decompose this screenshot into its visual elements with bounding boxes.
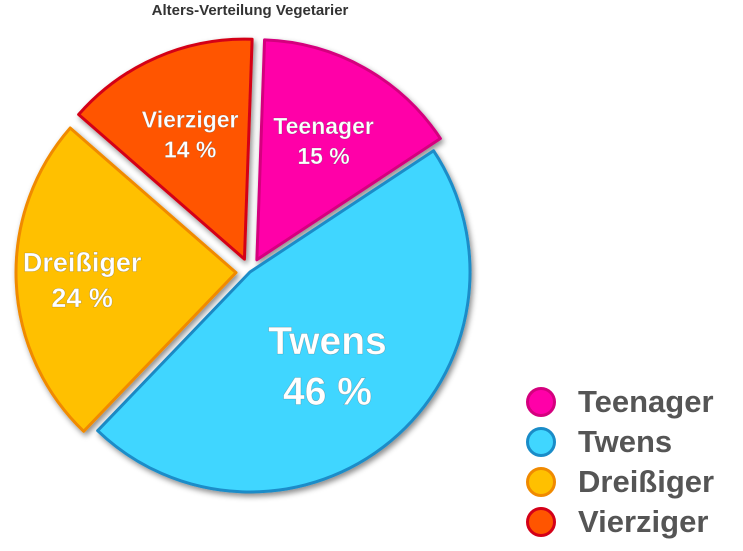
legend-label-dreissiger: Dreißiger xyxy=(578,464,715,499)
legend-label-teenager: Teenager xyxy=(578,384,714,419)
legend-item-vierziger: Vierziger xyxy=(526,502,714,542)
slice-label-dreissiger: Dreißiger xyxy=(23,248,142,278)
legend-swatch-teenager xyxy=(526,387,556,417)
slice-value-dreissiger: 24 % xyxy=(51,283,113,313)
slice-value-teenager: 15 % xyxy=(297,143,349,169)
legend-swatch-dreissiger xyxy=(526,467,556,497)
pie-slice-vierziger xyxy=(77,37,254,261)
legend-label-vierziger: Vierziger xyxy=(578,504,709,539)
legend-label-twens: Twens xyxy=(578,424,673,459)
pie-slice-dreissiger xyxy=(14,126,238,433)
legend-swatch-vierziger xyxy=(526,507,556,537)
legend-item-teenager: Teenager xyxy=(526,382,714,422)
legend: Teenager Twens Dreißiger Vierziger xyxy=(526,382,714,542)
slice-label-twens: Twens xyxy=(268,320,386,363)
chart-title: Alters-Verteilung Vegetarier xyxy=(151,2,349,19)
pie-slice-teenager xyxy=(255,38,442,262)
slice-label-teenager: Teenager xyxy=(273,113,374,139)
slice-value-vierziger: 14 % xyxy=(164,136,216,162)
slice-label-vierziger: Vierziger xyxy=(142,106,239,132)
legend-item-twens: Twens xyxy=(526,422,714,462)
legend-item-dreissiger: Dreißiger xyxy=(526,462,714,502)
pie-slice-twens xyxy=(96,149,472,494)
legend-swatch-twens xyxy=(526,427,556,457)
slice-value-twens: 46 % xyxy=(283,370,372,413)
